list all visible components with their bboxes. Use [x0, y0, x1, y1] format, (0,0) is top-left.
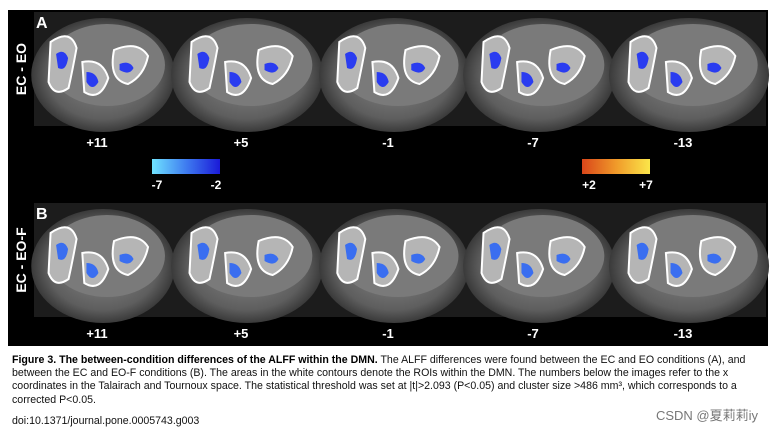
- positive-colorbar: [582, 159, 650, 174]
- x-coordinate: -13: [674, 135, 693, 150]
- panel-label: B: [36, 206, 48, 223]
- brain-slice: [171, 209, 323, 323]
- activation: [489, 242, 502, 260]
- colorbar-label: -2: [211, 178, 222, 192]
- brain: [628, 214, 758, 298]
- colorbar-label: +7: [639, 178, 653, 192]
- brain-slice: [319, 209, 469, 323]
- activation: [197, 242, 210, 260]
- panel-label: A: [36, 15, 48, 32]
- x-coordinate: -7: [527, 326, 539, 341]
- brain: [337, 23, 459, 107]
- activation: [489, 51, 502, 69]
- watermark: CSDN @夏莉莉iy: [655, 408, 758, 423]
- brain: [628, 23, 758, 107]
- brain-slice: [31, 18, 175, 132]
- brain-slice: [319, 18, 469, 132]
- brain-slice: [171, 18, 323, 132]
- activation: [636, 242, 649, 260]
- x-coordinate: +11: [86, 135, 107, 150]
- activation: [56, 242, 69, 260]
- brain: [337, 214, 459, 298]
- brain-slice: [463, 209, 615, 323]
- activation: [345, 51, 358, 69]
- x-coordinate: -7: [527, 135, 539, 150]
- activation: [521, 72, 534, 87]
- negative-colorbar: [152, 159, 220, 174]
- caption-text: The ALFF differences were found between …: [12, 354, 746, 406]
- brain-slice: [608, 209, 770, 323]
- activation: [636, 51, 649, 69]
- caption-title: Figure 3. The between-condition differen…: [12, 354, 378, 366]
- condition-label: EC - EO-F: [13, 227, 29, 293]
- brain: [481, 214, 605, 298]
- colorbar-label: -7: [152, 178, 163, 192]
- activation: [86, 72, 99, 87]
- doi: doi:10.1371/journal.pone.0005743.g003: [12, 415, 200, 427]
- brain-slice: [463, 18, 615, 132]
- activation: [556, 253, 571, 264]
- activation: [229, 72, 242, 87]
- activation: [264, 62, 279, 73]
- activation: [411, 253, 426, 264]
- activation: [556, 62, 571, 73]
- brain: [481, 23, 605, 107]
- activation: [197, 51, 210, 69]
- activation: [119, 253, 134, 264]
- figure: -7 -2 +2 +7 +11 +5 -1 -7 -13 A EC - EO +11 +5 -1 -…: [8, 10, 770, 346]
- activation: [707, 253, 722, 264]
- activation: [56, 51, 69, 69]
- x-coordinate: +5: [234, 326, 249, 341]
- activation: [521, 263, 534, 278]
- activation: [376, 263, 389, 278]
- activation: [119, 62, 134, 73]
- caption: Figure 3. The between-condition differen…: [12, 354, 764, 407]
- x-coordinate: +11: [86, 326, 107, 341]
- brain: [189, 23, 313, 107]
- activation: [411, 62, 426, 73]
- activation: [86, 263, 99, 278]
- brain: [189, 214, 313, 298]
- activation: [264, 253, 279, 264]
- brain: [49, 23, 165, 107]
- brain-slice: [608, 18, 770, 132]
- colorbar-label: +2: [582, 178, 596, 192]
- x-coordinate: -1: [382, 326, 394, 341]
- condition-label: EC - EO: [13, 43, 29, 95]
- activation: [229, 263, 242, 278]
- x-coordinate: +5: [234, 135, 249, 150]
- x-coordinate: -1: [382, 135, 394, 150]
- brain: [49, 214, 165, 298]
- activation: [376, 72, 389, 87]
- activation: [707, 62, 722, 73]
- brain-slice: [31, 209, 175, 323]
- x-coordinate: -13: [674, 326, 693, 341]
- activation: [670, 72, 683, 87]
- activation: [670, 263, 683, 278]
- activation: [345, 242, 358, 260]
